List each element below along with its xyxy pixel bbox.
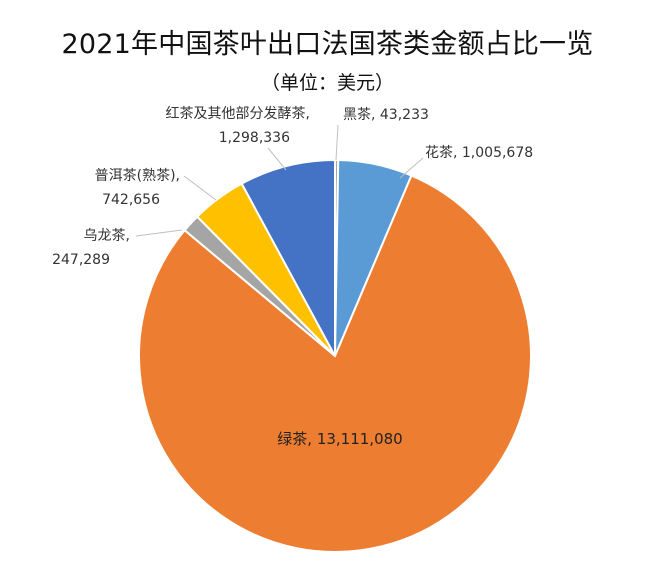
slice-labels: 黑茶, 43,233 花茶, 1,005,678 绿茶, 13,111,080 乌龙茶… bbox=[52, 106, 533, 448]
chart-title: 2021年中国茶叶出口法国茶类金额占比一览 bbox=[61, 29, 594, 60]
data-label: 乌龙茶, 247,289 bbox=[52, 228, 130, 268]
pie-slices bbox=[138, 158, 532, 553]
data-label: 普洱茶(熟茶), 742,656 bbox=[95, 168, 180, 208]
leader-line bbox=[335, 124, 339, 161]
leader-lines bbox=[135, 124, 424, 237]
data-label: 黑茶, 43,233 bbox=[343, 107, 429, 123]
leader-line bbox=[399, 157, 424, 179]
data-label: 花茶, 1,005,678 bbox=[425, 145, 533, 161]
leader-line bbox=[183, 175, 217, 201]
leader-line bbox=[267, 147, 287, 171]
data-label: 绿茶, 13,111,080 bbox=[277, 430, 402, 448]
chart-subtitle: （单位：美元） bbox=[260, 72, 394, 94]
leader-line bbox=[135, 229, 183, 237]
data-label: 红茶及其他部分发酵茶, 1,298,336 bbox=[166, 106, 310, 146]
pie-slice bbox=[240, 158, 336, 357]
pie-slice bbox=[138, 174, 532, 553]
